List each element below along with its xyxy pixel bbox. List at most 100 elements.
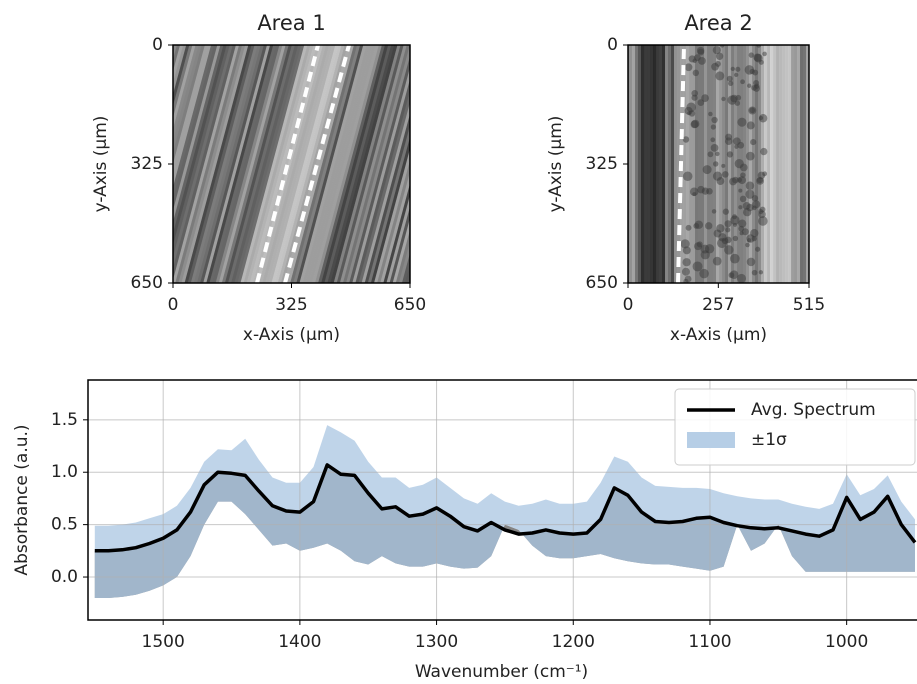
texture-stripe [584, 0, 587, 363]
texture-stripe [806, 45, 809, 283]
texture-dot [716, 177, 725, 185]
texture-dot [688, 55, 696, 63]
texture-dot [712, 256, 722, 266]
texture-stripe [701, 45, 705, 283]
texture-stripe [401, 45, 410, 283]
texture-stripe [201, 45, 308, 283]
texture-stripe [196, 45, 303, 283]
texture-dot [722, 171, 729, 178]
texture-dot [736, 273, 747, 283]
texture-stripe [242, 45, 349, 283]
texture-dot [724, 220, 732, 228]
y-axis-label: y-Axis (μm) [91, 116, 111, 213]
texture-stripe [800, 45, 804, 283]
x-tick-label: 0 [168, 295, 179, 315]
texture-stripe [173, 45, 230, 283]
texture-stripe [839, 0, 842, 363]
texture-stripe [875, 0, 878, 363]
texture-dot [731, 214, 737, 220]
texture-dot [762, 171, 768, 177]
texture-stripe [173, 45, 256, 283]
texture-stripe [731, 45, 735, 283]
y-axis-label: y-Axis (μm) [546, 116, 566, 213]
texture-dot [745, 181, 755, 191]
texture-dot [690, 120, 699, 129]
texture-dot [728, 80, 734, 87]
texture-dot [758, 210, 766, 219]
texture-stripe [665, 45, 669, 283]
x-axis-label: x-Axis (μm) [670, 325, 767, 345]
x-tick-label: 325 [275, 295, 307, 315]
texture-dot [716, 224, 725, 233]
texture-dot [732, 176, 739, 184]
texture-stripe [749, 45, 753, 283]
x-tick-label: 1500 [142, 632, 185, 652]
texture-stripe [173, 45, 279, 283]
texture-dot [715, 60, 721, 67]
texture-stripe [572, 0, 575, 363]
texture-dot [684, 63, 693, 72]
texture-stripe [857, 0, 860, 363]
texture-stripe [704, 45, 708, 283]
texture-dot [725, 227, 731, 233]
texture-stripe [282, 45, 390, 283]
texture-stripe [210, 45, 317, 283]
image [173, 45, 410, 283]
texture-stripe [288, 45, 395, 283]
texture-stripe [878, 0, 881, 363]
texture-stripe [599, 0, 602, 363]
texture-dot [728, 272, 735, 279]
texture-dot [724, 245, 734, 255]
texture-stripe [173, 45, 265, 283]
y-tick-label: 325 [131, 154, 163, 174]
texture-stripe [695, 45, 699, 283]
dashed-boundary [255, 45, 320, 283]
texture-stripe [317, 45, 410, 283]
texture-dot [760, 147, 768, 156]
texture-dot [721, 163, 726, 168]
x-tick-label: 515 [793, 295, 825, 315]
texture-stripe [689, 45, 693, 283]
texture-stripe [632, 45, 636, 283]
texture-dot [738, 176, 747, 185]
texture-stripe [314, 45, 410, 283]
texture-stripe [219, 45, 326, 283]
texture-dot [725, 236, 732, 244]
x-tick-label: 1200 [552, 632, 595, 652]
texture-stripe [173, 45, 239, 283]
texture-dot [758, 114, 768, 123]
texture-stripe [239, 45, 346, 283]
texture-stripe [779, 45, 783, 283]
texture-stripe [225, 45, 332, 283]
texture-stripe [404, 45, 410, 283]
texture-stripe [686, 45, 690, 283]
texture-dot [726, 75, 733, 82]
texture-stripe [641, 45, 645, 283]
texture-stripe [309, 45, 410, 283]
texture-stripe [653, 45, 657, 283]
texture-dot [753, 84, 760, 92]
texture-stripe [271, 45, 378, 283]
texture-stripe [407, 45, 410, 283]
texture-dot [698, 57, 706, 65]
texture-stripe [222, 45, 329, 283]
texture-stripe [683, 45, 687, 283]
texture-stripe [256, 45, 363, 283]
texture-stripe [788, 45, 792, 283]
texture-stripe [719, 45, 723, 283]
texture-dot [711, 209, 717, 214]
texture-stripe [728, 45, 732, 283]
y-tick-label: 1.0 [51, 462, 78, 482]
texture-dot [702, 165, 712, 175]
axes-frame [87, 379, 917, 621]
y-tick-label: 0 [152, 35, 163, 55]
texture-dot [748, 52, 755, 58]
texture-stripe [860, 0, 863, 363]
texture-stripe [251, 45, 358, 283]
texture-dot [740, 79, 745, 85]
texture-stripe [776, 45, 780, 283]
texture-stripe [178, 45, 285, 283]
y-tick-label: 1.5 [51, 410, 78, 430]
dashed-boundary [676, 45, 686, 283]
texture-stripe [173, 45, 236, 283]
